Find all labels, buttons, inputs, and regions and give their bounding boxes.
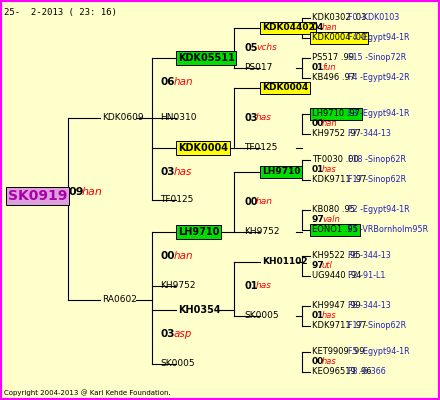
Text: LH9710 .97: LH9710 .97 — [312, 110, 360, 118]
Text: vchs: vchs — [256, 44, 277, 52]
Text: asp: asp — [174, 329, 192, 339]
Text: KH9752 .97: KH9752 .97 — [312, 130, 361, 138]
Text: KH9752: KH9752 — [244, 228, 279, 236]
Text: 09: 09 — [68, 187, 84, 197]
Text: 03: 03 — [160, 167, 175, 177]
Text: 00: 00 — [312, 120, 324, 128]
Text: TF0030 .00: TF0030 .00 — [312, 156, 359, 164]
Text: 00: 00 — [244, 197, 257, 207]
Text: has: has — [322, 358, 337, 366]
Text: KH0354: KH0354 — [178, 305, 220, 315]
Text: 06: 06 — [160, 77, 175, 87]
Text: KDK9711 .97: KDK9711 .97 — [312, 176, 367, 184]
Text: 01: 01 — [244, 281, 257, 291]
Text: PS017: PS017 — [244, 64, 272, 72]
Text: 01: 01 — [312, 64, 324, 72]
Text: SK0919: SK0919 — [8, 189, 67, 203]
Text: KH9752: KH9752 — [160, 282, 195, 290]
Text: PS517 .99: PS517 .99 — [312, 54, 354, 62]
Text: han: han — [82, 187, 103, 197]
Text: SK0005: SK0005 — [160, 360, 194, 368]
Text: 01: 01 — [312, 166, 324, 174]
Text: KH01102: KH01102 — [262, 258, 308, 266]
Text: TF0125: TF0125 — [244, 144, 277, 152]
Text: F0 -KDK0103: F0 -KDK0103 — [348, 14, 399, 22]
Text: valn: valn — [322, 216, 340, 224]
Text: has: has — [256, 282, 272, 290]
Text: 05: 05 — [244, 43, 257, 53]
Text: 00: 00 — [160, 251, 175, 261]
Text: KDK0004: KDK0004 — [178, 143, 228, 153]
Text: KDK9711 .97: KDK9711 .97 — [312, 322, 367, 330]
Text: Copyright 2004-2013 @ Karl Kehde Foundation.: Copyright 2004-2013 @ Karl Kehde Foundat… — [4, 389, 171, 396]
Text: utl: utl — [322, 262, 333, 270]
Text: 03: 03 — [160, 329, 175, 339]
Text: KDK0609: KDK0609 — [102, 114, 143, 122]
Text: F18 -Sinop62R: F18 -Sinop62R — [348, 156, 406, 164]
Text: has: has — [322, 166, 337, 174]
Text: KH9947 .99: KH9947 .99 — [312, 302, 361, 310]
Text: has: has — [322, 312, 337, 320]
Text: KDK04402: KDK04402 — [262, 24, 315, 32]
Text: KDK05511: KDK05511 — [178, 53, 235, 63]
Text: F7 -344-13: F7 -344-13 — [348, 130, 391, 138]
Text: han: han — [256, 198, 273, 206]
Text: KB080 .95: KB080 .95 — [312, 206, 355, 214]
Text: KDK0004 .00: KDK0004 .00 — [312, 34, 366, 42]
Text: 01: 01 — [312, 312, 324, 320]
Text: F2 -Egypt94-1R: F2 -Egypt94-1R — [348, 206, 410, 214]
Text: F15 -Sinop72R: F15 -Sinop72R — [348, 54, 406, 62]
Text: F17 -Sinop62R: F17 -Sinop62R — [348, 176, 406, 184]
Text: has: has — [174, 167, 192, 177]
Text: F4 -Egypt94-1R: F4 -Egypt94-1R — [348, 34, 410, 42]
Text: F8 -6-366: F8 -6-366 — [348, 368, 386, 376]
Text: F5 -Egypt94-1R: F5 -Egypt94-1R — [348, 348, 410, 356]
Text: F6 -344-13: F6 -344-13 — [348, 252, 391, 260]
Text: KEO96519 .96: KEO96519 .96 — [312, 368, 372, 376]
Text: LH9710: LH9710 — [262, 168, 301, 176]
Text: F2 -91-L1: F2 -91-L1 — [348, 272, 385, 280]
Text: 97: 97 — [312, 262, 325, 270]
Text: han: han — [322, 24, 337, 32]
Text: 00: 00 — [312, 358, 324, 366]
Text: 25-  2-2013 ( 23: 16): 25- 2-2013 ( 23: 16) — [4, 8, 117, 17]
Text: KH9522 .95: KH9522 .95 — [312, 252, 361, 260]
Text: F1 -VRBornholm95R: F1 -VRBornholm95R — [348, 226, 428, 234]
Text: han: han — [322, 120, 337, 128]
Text: KET9909 .99: KET9909 .99 — [312, 348, 364, 356]
Text: fun: fun — [322, 64, 335, 72]
Text: F3 -Egypt94-1R: F3 -Egypt94-1R — [348, 110, 410, 118]
Text: LH9710: LH9710 — [178, 227, 220, 237]
Text: TF0125: TF0125 — [160, 196, 193, 204]
Text: UG9440 .94: UG9440 .94 — [312, 272, 361, 280]
Text: F17 -Sinop62R: F17 -Sinop62R — [348, 322, 406, 330]
Text: 04: 04 — [312, 24, 324, 32]
Text: RA0602: RA0602 — [102, 296, 137, 304]
Text: SK0005: SK0005 — [244, 312, 279, 320]
Text: F8 -344-13: F8 -344-13 — [348, 302, 391, 310]
Text: HN0310: HN0310 — [160, 114, 197, 122]
Text: KDK0004: KDK0004 — [262, 84, 308, 92]
Text: KB496 .97: KB496 .97 — [312, 74, 355, 82]
Text: KDK0302 .03: KDK0302 .03 — [312, 14, 367, 22]
Text: 03: 03 — [244, 113, 257, 123]
Text: EONO1 .95: EONO1 .95 — [312, 226, 358, 234]
Text: han: han — [174, 77, 194, 87]
Text: han: han — [174, 251, 194, 261]
Text: has: has — [256, 114, 272, 122]
Text: 97: 97 — [312, 216, 325, 224]
Text: F4 -Egypt94-2R: F4 -Egypt94-2R — [348, 74, 410, 82]
